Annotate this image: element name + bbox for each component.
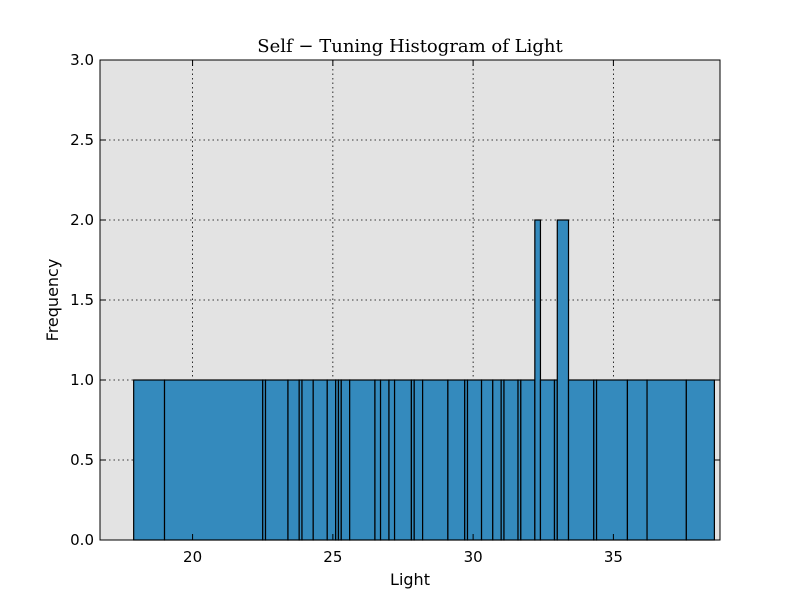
histogram-bar (340, 379, 351, 541)
histogram-bar (422, 379, 449, 541)
histogram-bar (685, 379, 715, 541)
histogram-bar (447, 379, 466, 541)
y-axis-label: Frequency (43, 259, 62, 342)
histogram-bar (393, 379, 413, 541)
grid-lines (100, 60, 720, 540)
histogram-bar (646, 379, 687, 541)
histogram-bar (413, 379, 424, 541)
y-tick-label: 1.5 (70, 291, 94, 309)
y-tick-label: 2.5 (70, 131, 94, 149)
y-tick-label: 2.0 (70, 211, 94, 229)
histogram-bar (264, 379, 289, 541)
histogram-bar (379, 379, 390, 541)
x-tick-label: 25 (323, 548, 342, 566)
histogram-bar (133, 379, 166, 541)
histogram-bars (133, 219, 715, 541)
x-tick-label: 30 (464, 548, 483, 566)
histogram-bar (556, 219, 570, 541)
chart-title: Self − Tuning Histogram of Light (257, 36, 563, 57)
histogram-bar (520, 379, 536, 541)
histogram-bar (312, 379, 328, 541)
histogram-bar (287, 379, 300, 541)
y-tick-label: 0.5 (70, 451, 94, 469)
y-tick-label: 1.0 (70, 371, 94, 389)
histogram-bar (374, 379, 382, 541)
histogram-bar (326, 379, 337, 541)
histogram-bar (539, 379, 556, 541)
histogram-bar (626, 379, 648, 541)
histogram-bar (388, 379, 396, 541)
tick-labels: 20 25 30 35 0.0 0.5 1.0 1.5 2.0 2.5 3.0 (70, 51, 623, 566)
histogram-bar (534, 219, 542, 541)
y-tick-label: 3.0 (70, 51, 94, 69)
x-tick-label: 20 (183, 548, 202, 566)
histogram-bar (567, 379, 595, 541)
x-tick-label: 35 (604, 548, 623, 566)
y-tick-label: 0.0 (70, 531, 94, 549)
histogram-bar (492, 379, 502, 541)
histogram-bar (301, 379, 314, 541)
histogram-bar (163, 379, 264, 541)
histogram-bar (349, 379, 376, 541)
x-axis-label: Light (390, 570, 430, 589)
axis-ticks (100, 59, 720, 541)
histogram-bar (480, 379, 494, 541)
histogram-bar (595, 379, 629, 541)
histogram-bar (466, 379, 483, 541)
histogram-bar (503, 379, 519, 541)
